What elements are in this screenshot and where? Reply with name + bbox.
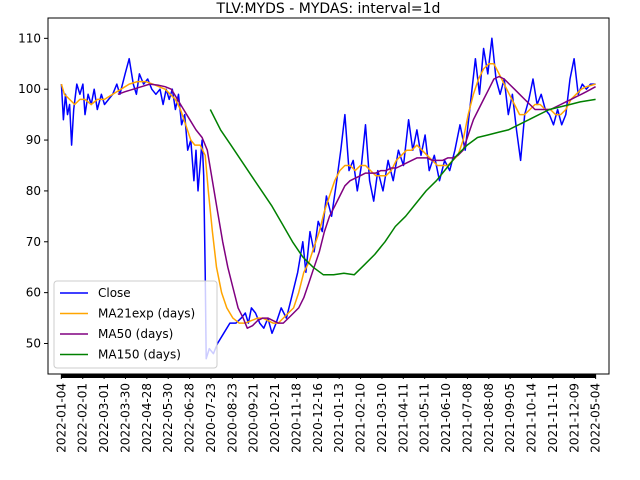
x-tick-label: 2022-06-28 (183, 383, 197, 453)
x-tick-label: 2022-04-28 (140, 383, 154, 453)
legend: Close MA21exp (days) MA50 (days) MA150 (day… (53, 280, 218, 369)
x-tick-label: 2022-01-04 (54, 383, 68, 453)
x-minor-tick-band (61, 374, 596, 378)
series-line-2 (117, 75, 596, 329)
y-tick-label: 100 (18, 82, 41, 96)
x-tick-label: 2021-05-11 (418, 383, 432, 453)
x-tick-label: 2020-09-21 (247, 383, 261, 453)
x-tick-label: 2022-05-30 (161, 383, 175, 453)
x-tick-label: 2020-11-18 (289, 383, 303, 453)
y-tick-label: 110 (18, 31, 41, 45)
series-line-0 (60, 37, 596, 360)
x-tick-label: 2022-05-04 (589, 383, 603, 453)
y-tick-label: 80 (26, 184, 41, 198)
legend-label-1: MA21exp (days) (98, 307, 195, 321)
x-tick-label: 2022-02-01 (76, 383, 90, 453)
x-tick-label: 2021-07-08 (460, 383, 474, 453)
x-tick-label: 2022-03-30 (118, 383, 132, 453)
x-tick-label: 2021-03-10 (375, 383, 389, 453)
x-tick-label: 2020-08-23 (225, 383, 239, 453)
x-tick-label: 2021-09-05 (503, 383, 517, 453)
y-axis: 50 60 70 80 90 100 110 (18, 31, 48, 350)
x-tick-label: 2021-10-14 (525, 383, 539, 453)
x-tick-label: 2021-08-08 (482, 383, 496, 453)
chart-title: TLV:MYDS - MYDAS: interval=1d (216, 1, 441, 17)
x-axis: 2022-01-04 2022-02-01 2022-03-01 2022-03-30… (54, 374, 603, 453)
legend-label-0: Close (98, 286, 131, 300)
x-tick-label: 2021-01-13 (332, 383, 346, 453)
y-tick-label: 70 (26, 235, 41, 249)
legend-box (53, 280, 218, 369)
series-line-3 (209, 98, 596, 276)
x-tick-label: 2021-02-10 (354, 383, 368, 453)
y-tick-label: 60 (26, 286, 41, 300)
x-tick-label: 2021-11-11 (546, 383, 560, 453)
y-tick-label: 90 (26, 133, 41, 147)
x-tick-label: 2020-12-16 (311, 383, 325, 453)
x-tick-label: 2021-06-10 (439, 383, 453, 453)
legend-label-3: MA150 (days) (98, 348, 181, 362)
y-tick-label: 50 (26, 336, 41, 350)
x-tick-label: 2022-03-01 (97, 383, 111, 453)
legend-label-2: MA50 (days) (98, 327, 173, 341)
x-tick-label: 2021-04-11 (396, 383, 410, 453)
x-tick-label: 2020-10-21 (268, 383, 282, 453)
series-line-1 (60, 63, 596, 324)
x-tick-label: 2021-12-09 (567, 383, 581, 453)
series-layer (60, 37, 596, 360)
x-tick-label: 2020-07-23 (204, 383, 218, 453)
